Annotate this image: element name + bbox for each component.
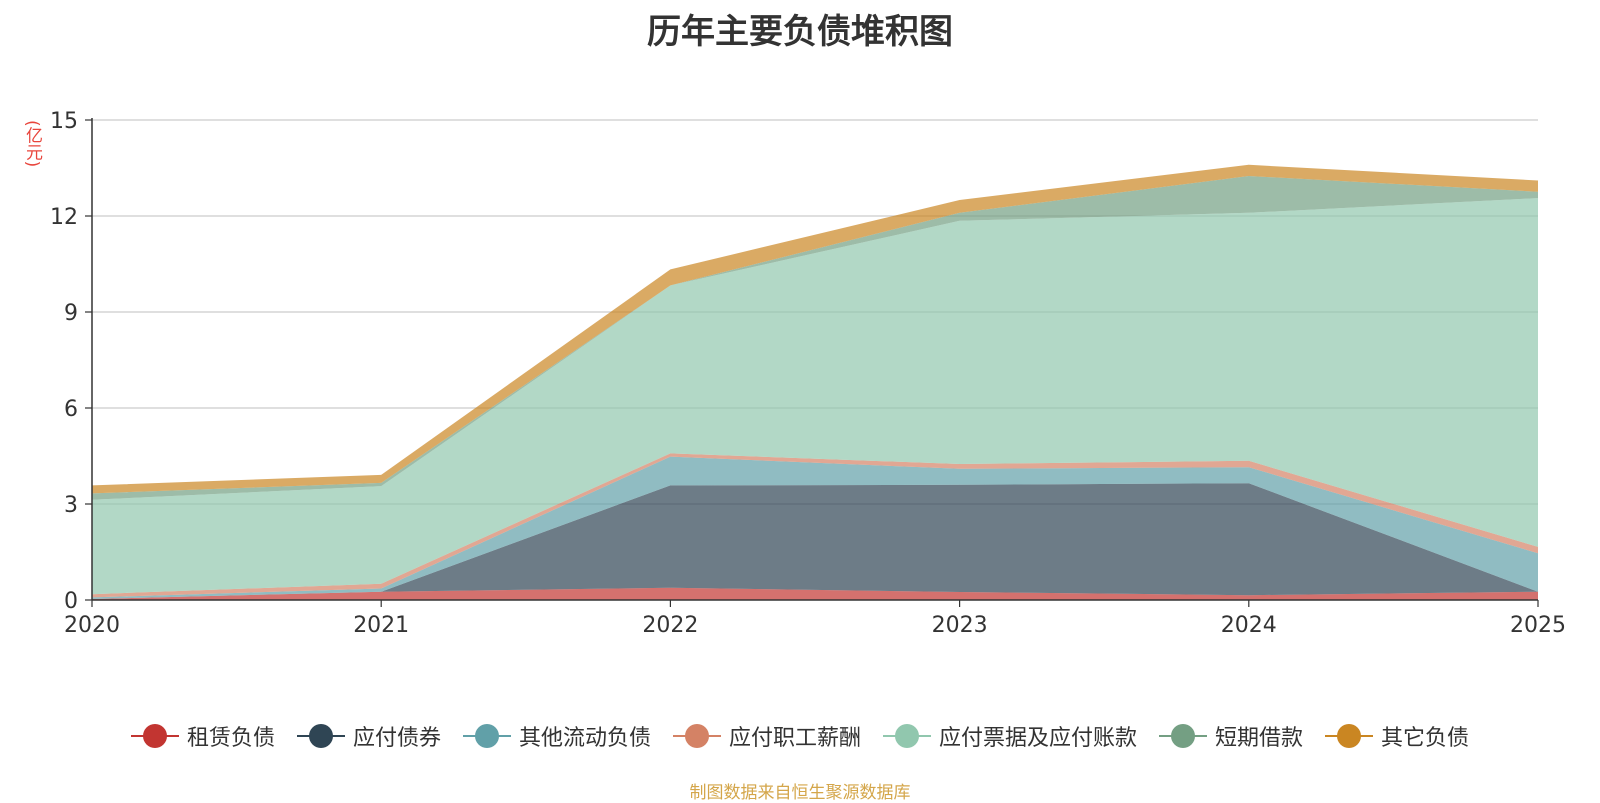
x-tick-label: 2023 [932, 613, 988, 638]
y-tick-label: 0 [64, 589, 78, 614]
legend-marker-icon [1159, 724, 1207, 748]
y-tick-label: 6 [64, 397, 78, 422]
legend-marker-icon [463, 724, 511, 748]
legend-item[interactable]: 其他流动负债 [463, 720, 651, 752]
x-tick-label: 2024 [1221, 613, 1277, 638]
legend-marker-icon [297, 724, 345, 748]
legend-item[interactable]: 应付债券 [297, 720, 441, 752]
x-tick-label: 2022 [642, 613, 698, 638]
legend-label: 应付票据及应付账款 [939, 720, 1137, 752]
x-tick-label: 2020 [64, 613, 120, 638]
legend-label: 应付职工薪酬 [729, 720, 861, 752]
legend-marker-icon [673, 724, 721, 748]
legend-item[interactable]: 短期借款 [1159, 720, 1303, 752]
legend-label: 租赁负债 [187, 720, 275, 752]
legend-item[interactable]: 其它负债 [1325, 720, 1469, 752]
legend-marker-icon [883, 724, 931, 748]
legend: 租赁负债 应付债券 其他流动负债 应付职工薪酬 应付票据及应付账款 短期借款 其它负债 [0, 718, 1600, 754]
legend-label: 短期借款 [1215, 720, 1303, 752]
x-tick-label: 2021 [353, 613, 409, 638]
y-tick-label: 9 [64, 301, 78, 326]
source-note: 制图数据来自恒生聚源数据库 [0, 778, 1600, 803]
legend-label: 其他流动负债 [519, 720, 651, 752]
legend-marker-icon [131, 724, 179, 748]
legend-label: 其它负债 [1381, 720, 1469, 752]
y-tick-label: 12 [50, 205, 78, 230]
y-tick-label: 15 [50, 109, 78, 134]
legend-item[interactable]: 应付职工薪酬 [673, 720, 861, 752]
legend-marker-icon [1325, 724, 1373, 748]
legend-item[interactable]: 应付票据及应付账款 [883, 720, 1137, 752]
legend-item[interactable]: 租赁负债 [131, 720, 275, 752]
area-series [92, 165, 1538, 600]
stacked-area-chart: 0 3 6 9 12 15 2020 2021 2022 2023 2024 2025 [0, 0, 1600, 700]
legend-label: 应付债券 [353, 720, 441, 752]
x-tick-label: 2025 [1510, 613, 1566, 638]
y-tick-label: 3 [64, 493, 78, 518]
